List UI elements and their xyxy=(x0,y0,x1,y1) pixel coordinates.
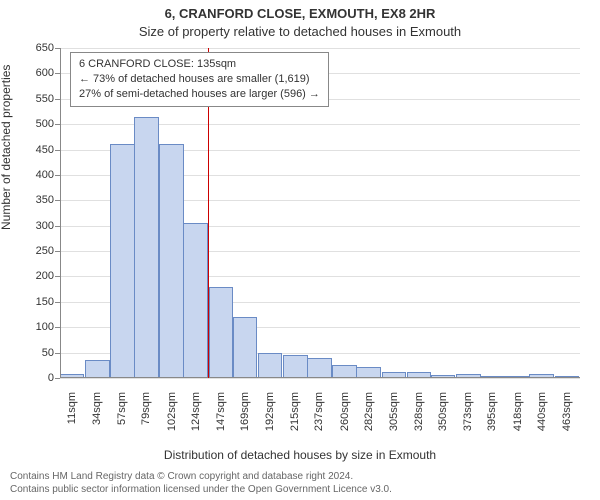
histogram-bar xyxy=(134,117,159,378)
y-tick-label: 550 xyxy=(26,93,54,105)
x-tick-label: 169sqm xyxy=(239,392,251,442)
chart-subtitle: Size of property relative to detached ho… xyxy=(0,24,600,39)
footer-line-1: Contains HM Land Registry data © Crown c… xyxy=(10,470,392,483)
y-tick-label: 50 xyxy=(26,347,54,359)
x-tick-label: 260sqm xyxy=(339,392,351,442)
gridline xyxy=(60,48,580,49)
x-tick-label: 147sqm xyxy=(215,392,227,442)
x-axis-line xyxy=(60,377,580,378)
annotation-line-1: 6 CRANFORD CLOSE: 135sqm xyxy=(79,57,320,72)
y-tick-label: 200 xyxy=(26,270,54,282)
x-tick-label: 11sqm xyxy=(66,392,78,442)
x-tick-label: 440sqm xyxy=(536,392,548,442)
x-tick-label: 102sqm xyxy=(166,392,178,442)
x-tick-label: 328sqm xyxy=(413,392,425,442)
y-tick-label: 150 xyxy=(26,296,54,308)
x-tick-label: 124sqm xyxy=(190,392,202,442)
annotation-line-2: ← 73% of detached houses are smaller (1,… xyxy=(79,72,320,87)
x-tick-label: 373sqm xyxy=(462,392,474,442)
x-tick-label: 350sqm xyxy=(437,392,449,442)
y-tick-label: 650 xyxy=(26,42,54,54)
x-tick-label: 418sqm xyxy=(512,392,524,442)
x-tick-label: 237sqm xyxy=(313,392,325,442)
x-tick-label: 463sqm xyxy=(561,392,573,442)
chart-container: 6, CRANFORD CLOSE, EXMOUTH, EX8 2HR Size… xyxy=(0,0,600,500)
x-tick-label: 305sqm xyxy=(388,392,400,442)
footer-line-2: Contains public sector information licen… xyxy=(10,483,392,496)
histogram-bar xyxy=(233,317,258,378)
annotation-box: 6 CRANFORD CLOSE: 135sqm ← 73% of detach… xyxy=(70,52,329,107)
histogram-bar xyxy=(159,144,184,378)
y-tick-label: 400 xyxy=(26,169,54,181)
x-tick-label: 395sqm xyxy=(486,392,498,442)
y-tick-label: 250 xyxy=(26,245,54,257)
y-tick-label: 0 xyxy=(26,372,54,384)
y-axis-line xyxy=(60,48,61,378)
x-tick-label: 57sqm xyxy=(116,392,128,442)
x-axis-label: Distribution of detached houses by size … xyxy=(0,448,600,462)
x-tick-label: 215sqm xyxy=(289,392,301,442)
histogram-bar xyxy=(283,355,308,378)
histogram-bar xyxy=(209,287,234,378)
histogram-bar xyxy=(110,144,135,378)
histogram-bar xyxy=(307,358,332,378)
y-tick-label: 450 xyxy=(26,144,54,156)
y-tick-label: 100 xyxy=(26,321,54,333)
y-tick-label: 500 xyxy=(26,118,54,130)
x-tick-label: 282sqm xyxy=(363,392,375,442)
y-tick-label: 600 xyxy=(26,67,54,79)
y-axis-label: Number of detached properties xyxy=(0,65,13,230)
y-tick-label: 300 xyxy=(26,220,54,232)
gridline xyxy=(60,378,580,379)
histogram-bar xyxy=(183,223,208,378)
footer-attribution: Contains HM Land Registry data © Crown c… xyxy=(10,470,392,496)
x-tick-label: 192sqm xyxy=(264,392,276,442)
histogram-bar xyxy=(258,353,283,378)
histogram-bar xyxy=(85,360,110,378)
y-tick-label: 350 xyxy=(26,194,54,206)
x-tick-label: 34sqm xyxy=(91,392,103,442)
x-tick-label: 79sqm xyxy=(140,392,152,442)
chart-title: 6, CRANFORD CLOSE, EXMOUTH, EX8 2HR xyxy=(0,6,600,21)
annotation-line-3: 27% of semi-detached houses are larger (… xyxy=(79,87,320,102)
